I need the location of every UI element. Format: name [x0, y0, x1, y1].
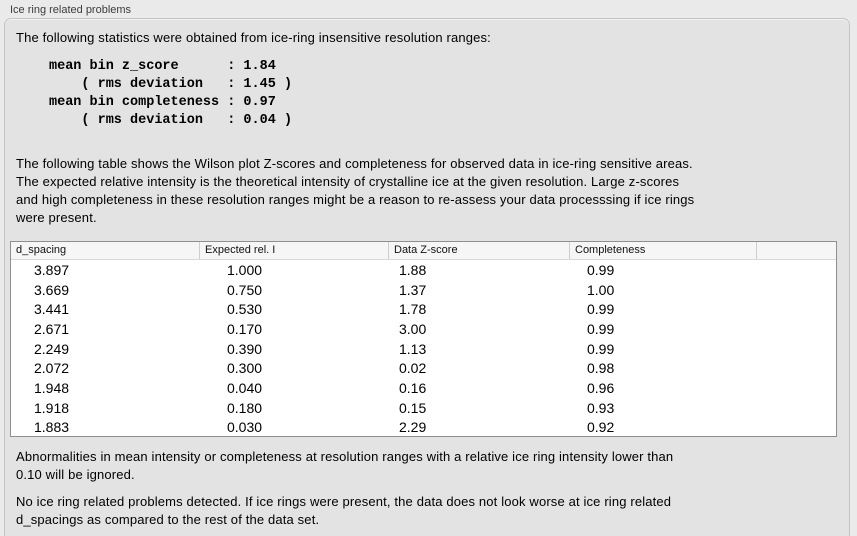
panel-title: Ice ring related problems: [10, 4, 132, 16]
table-cell: 3.897: [34, 261, 70, 278]
stats-block: mean bin z_score : 1.84 ( rms deviation …: [49, 59, 293, 128]
table-cell: 1.00: [587, 281, 615, 298]
table-cell: 0.750: [227, 281, 263, 298]
table-cell: 1.918: [34, 399, 70, 416]
table-row[interactable]: 1.948 0.040 0.16 0.96: [11, 378, 836, 398]
table-row[interactable]: 3.897 1.000 1.88 0.99: [11, 260, 836, 280]
intro-text: The following statistics were obtained f…: [16, 30, 491, 45]
column-header-expected-rel-i[interactable]: Expected rel. I: [199, 242, 388, 259]
table-row[interactable]: 1.883 0.030 2.29 0.92: [11, 418, 836, 438]
conclusion-text: No ice ring related problems detected. I…: [16, 494, 672, 527]
column-header-completeness[interactable]: Completeness: [569, 242, 756, 259]
table-row[interactable]: 2.072 0.300 0.02 0.98: [11, 358, 836, 378]
table-cell: 3.669: [34, 281, 70, 298]
table-cell: 1.88: [399, 261, 427, 278]
table-cell: 0.180: [227, 399, 263, 416]
table-cell: 0.390: [227, 340, 263, 357]
table-cell: 0.92: [587, 419, 615, 436]
table-cell: 3.441: [34, 301, 70, 318]
table-cell: 0.170: [227, 320, 263, 337]
table-cell: 3.00: [399, 320, 427, 337]
table-row[interactable]: 3.441 0.530 1.78 0.99: [11, 299, 836, 319]
table-body: 3.897 1.000 1.88 0.99 3.669 0.750 1.37 1.00 3.44…: [11, 260, 836, 437]
table-row[interactable]: 3.669 0.750 1.37 1.00: [11, 280, 836, 300]
ignore-note: Abnormalities in mean intensity or compl…: [16, 449, 674, 482]
table-row[interactable]: 2.671 0.170 3.00 0.99: [11, 319, 836, 339]
table-cell: 0.99: [587, 261, 615, 278]
table-cell: 0.98: [587, 360, 615, 377]
table-cell: 1.883: [34, 419, 70, 436]
column-header-empty: [756, 242, 836, 259]
table-cell: 0.02: [399, 360, 427, 377]
table-cell: 0.530: [227, 301, 263, 318]
table-cell: 2.29: [399, 419, 427, 436]
table-header-row: d_spacing Expected rel. I Data Z-score C…: [11, 242, 836, 260]
table-cell: 0.040: [227, 379, 263, 396]
table-cell: 0.300: [227, 360, 263, 377]
table-cell: 2.249: [34, 340, 70, 357]
table-cell: 1.13: [399, 340, 427, 357]
table-cell: 1.78: [399, 301, 427, 318]
table-cell: 1.948: [34, 379, 70, 396]
table-cell: 0.99: [587, 320, 615, 337]
table-cell: 0.16: [399, 379, 427, 396]
table-cell: 0.15: [399, 399, 427, 416]
table-cell: 0.99: [587, 301, 615, 318]
table-cell: 1.37: [399, 281, 427, 298]
column-header-d-spacing[interactable]: d_spacing: [16, 244, 67, 256]
table-cell: 2.072: [34, 360, 70, 377]
table-cell: 0.030: [227, 419, 263, 436]
column-header-data-z-score[interactable]: Data Z-score: [388, 242, 569, 259]
table-cell: 0.93: [587, 399, 615, 416]
table-cell: 0.96: [587, 379, 615, 396]
table-cell: 0.99: [587, 340, 615, 357]
table-row[interactable]: 1.918 0.180 0.15 0.93: [11, 398, 836, 418]
ice-ring-table[interactable]: d_spacing Expected rel. I Data Z-score C…: [10, 241, 837, 437]
table-description: The following table shows the Wilson plo…: [16, 156, 695, 225]
table-row[interactable]: 2.249 0.390 1.13 0.99: [11, 339, 836, 359]
table-cell: 1.000: [227, 261, 263, 278]
table-cell: 2.671: [34, 320, 70, 337]
